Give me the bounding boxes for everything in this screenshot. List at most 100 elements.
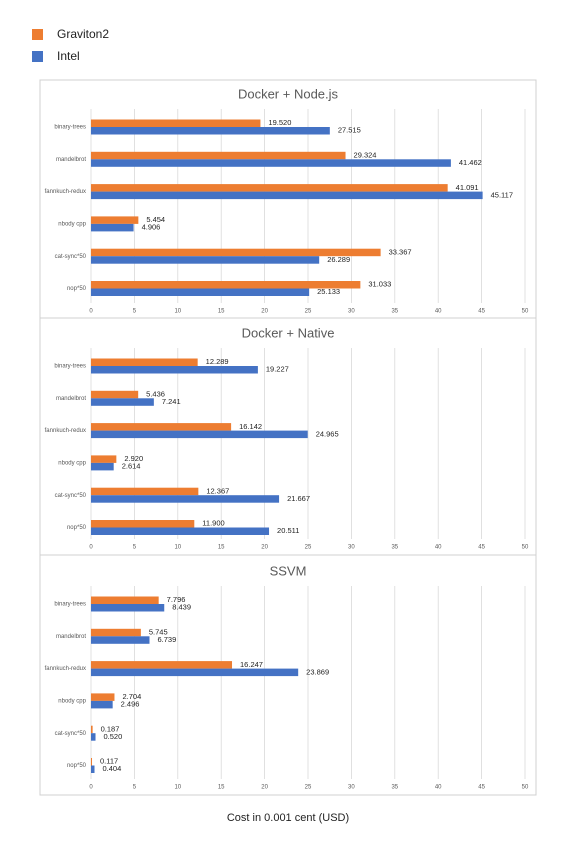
value-label: 2.614 — [122, 462, 141, 471]
legend-label: Intel — [57, 49, 80, 63]
value-label: 11.900 — [202, 519, 224, 528]
bar-group: Intel — [91, 288, 310, 296]
value-label: 16.142 — [239, 422, 262, 431]
value-label: 25.133 — [317, 287, 340, 296]
value-label: 8.439 — [172, 603, 191, 612]
category-label: binary-trees — [54, 364, 86, 370]
value-label: 7.241 — [162, 397, 181, 406]
category-label: nop*50 — [67, 763, 87, 769]
value-label: 5.436 — [146, 390, 165, 399]
value-label: 16.247 — [240, 660, 263, 669]
x-tick-label: 20 — [261, 309, 268, 315]
bar-group: Graviton2 — [91, 358, 198, 366]
x-tick-label: 25 — [305, 545, 312, 551]
bar: Intel — [91, 366, 258, 374]
bar-group: Intel — [91, 765, 95, 773]
bar-group: Intel — [91, 527, 270, 535]
value-label: 12.367 — [206, 486, 229, 495]
value-label: 5.745 — [149, 628, 168, 637]
category-label: nbody cpp — [58, 460, 86, 466]
x-tick-label: 0 — [89, 785, 93, 791]
bar-group: Graviton2 — [91, 628, 141, 637]
bar: Graviton2 — [91, 184, 448, 192]
bar: Intel — [91, 191, 483, 200]
x-tick-label: 45 — [478, 309, 485, 315]
bar: Intel — [91, 159, 451, 167]
category-label: fannkuch-redux — [45, 428, 86, 434]
value-label: 0.117 — [100, 757, 118, 766]
x-tick-label: 15 — [218, 309, 225, 315]
category-label: nbody cpp — [58, 221, 86, 227]
bar: Graviton2 — [91, 758, 93, 766]
bar: Graviton2 — [91, 390, 139, 399]
x-tick-label: 10 — [174, 309, 181, 315]
bar: Graviton2 — [91, 248, 381, 257]
bar: Graviton2 — [91, 487, 199, 496]
value-label: 33.367 — [389, 247, 412, 256]
bar-group: Graviton2 — [91, 281, 361, 289]
bar: Graviton2 — [91, 423, 232, 431]
value-label: 19.520 — [268, 118, 291, 127]
bar-group: Graviton2 — [91, 661, 233, 669]
x-tick-label: 10 — [174, 545, 181, 551]
bar: Intel — [91, 495, 280, 503]
bar: Graviton2 — [91, 216, 139, 224]
bar: Intel — [91, 604, 165, 612]
x-tick-label: 5 — [133, 785, 137, 791]
bar-group: Graviton2 — [91, 596, 159, 604]
bar-group: Intel — [91, 223, 134, 232]
bar-group: Graviton2 — [91, 423, 232, 431]
category-label: fannkuch-redux — [45, 189, 86, 195]
bar-group: Intel — [91, 430, 308, 439]
x-tick-label: 35 — [391, 545, 398, 551]
category-label: cat-sync*50 — [55, 731, 87, 737]
value-label: 2.704 — [122, 692, 141, 701]
value-label: 41.091 — [456, 183, 479, 192]
x-tick-label: 50 — [522, 545, 529, 551]
value-label: 21.667 — [287, 494, 310, 503]
bar-group: Intel — [91, 604, 165, 612]
x-tick-label: 50 — [522, 785, 529, 791]
value-label: 41.462 — [459, 158, 482, 167]
category-label: nop*50 — [67, 525, 87, 531]
bar-group: Graviton2 — [91, 487, 199, 496]
bar: Graviton2 — [91, 119, 261, 127]
x-tick-label: 25 — [305, 785, 312, 791]
bar: Intel — [91, 430, 308, 439]
x-tick-label: 5 — [133, 309, 137, 315]
value-label: 0.520 — [104, 732, 123, 741]
bar: Intel — [91, 700, 113, 709]
bar-group: Graviton2 — [91, 520, 195, 528]
x-tick-label: 20 — [261, 785, 268, 791]
category-label: fannkuch-redux — [45, 666, 86, 672]
bar-group: Intel — [91, 495, 280, 503]
value-label: 6.739 — [157, 635, 176, 644]
bar: Graviton2 — [91, 455, 117, 463]
x-tick-label: 15 — [218, 545, 225, 551]
value-label: 45.117 — [491, 190, 513, 199]
bar: Intel — [91, 127, 330, 135]
bar-group: Intel — [91, 636, 150, 644]
bar: Intel — [91, 733, 96, 741]
bar-group: Intel — [91, 159, 451, 167]
bar: Intel — [91, 668, 299, 677]
value-label: 0.404 — [103, 764, 122, 773]
panel-frame — [39, 554, 537, 796]
bar: Graviton2 — [91, 358, 198, 366]
chart-title: Docker + Node.js — [238, 86, 339, 101]
bar: Intel — [91, 256, 320, 264]
value-label: 24.965 — [316, 429, 339, 438]
x-tick-label: 25 — [305, 309, 312, 315]
x-tick-label: 30 — [348, 545, 355, 551]
value-label: 2.496 — [121, 700, 140, 709]
value-label: 19.227 — [266, 365, 289, 374]
bar-group: Graviton2 — [91, 216, 139, 224]
x-tick-label: 10 — [174, 785, 181, 791]
bar-group: Graviton2 — [91, 151, 346, 160]
x-axis-label: Cost in 0.001 cent (USD) — [227, 812, 349, 824]
bar-group: Graviton2 — [91, 725, 93, 734]
category-label: cat-sync*50 — [55, 254, 87, 260]
bar-group: Graviton2 — [91, 119, 261, 127]
x-tick-label: 40 — [435, 545, 442, 551]
